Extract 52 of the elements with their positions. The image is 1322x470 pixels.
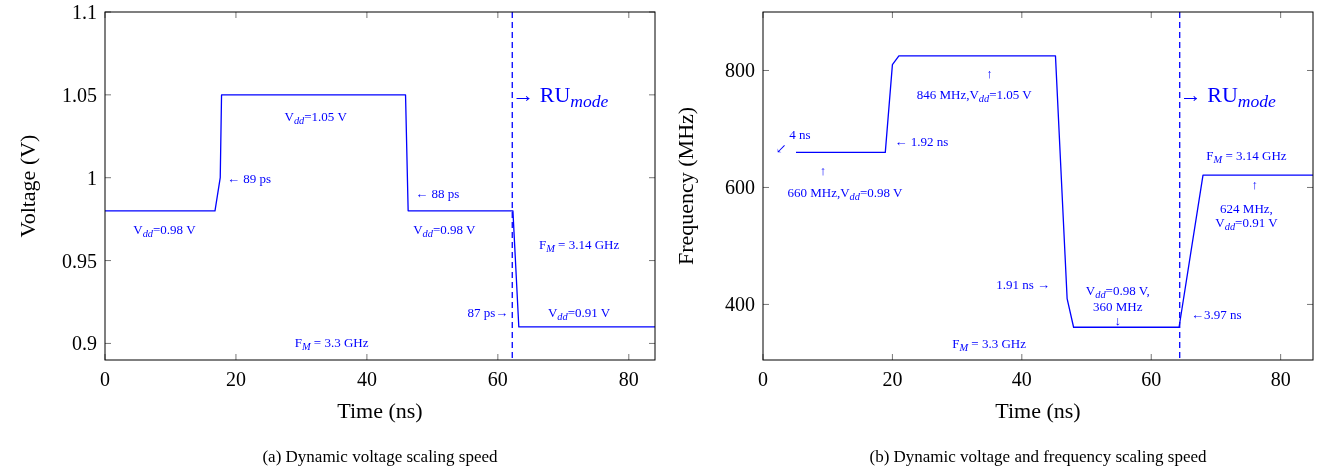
annotation: V$_{dd}$=0.98 V: [413, 222, 477, 240]
annotation: ↙: [775, 141, 787, 157]
x-tick-label: 80: [1270, 368, 1291, 390]
annotation: F$_{M}$ = 3.14 GHz: [538, 237, 620, 255]
annotation: ← 88 ps: [415, 185, 460, 201]
x-tick-label: 20: [225, 368, 246, 390]
text: (b) Dynamic voltage and frequency scaling speed: [869, 447, 1208, 466]
x-tick-label: 60: [1141, 368, 1162, 390]
annotation: 624 MHz,: [1220, 200, 1273, 216]
y-tick-label: 1.1: [72, 1, 97, 23]
annotation: V$_{dd}$=1.05 V: [284, 109, 348, 127]
x-axis-title: Time (ns): [995, 398, 1081, 423]
y-tick-label: 1.05: [62, 83, 97, 106]
annotation: V$_{dd}$=0.91 V: [547, 304, 611, 322]
y-tick-label: 800: [725, 59, 755, 82]
x-tick-label: 80: [618, 368, 639, 390]
annotation: ↑: [819, 163, 827, 179]
y-tick-label: 1: [87, 166, 97, 189]
x-tick-label: 20: [882, 368, 903, 390]
annotation: ← 89 ps: [227, 170, 272, 186]
y-axis-title: Voltage (V): [15, 134, 40, 238]
text: (a) Dynamic voltage scaling speed: [262, 447, 499, 466]
annotation: ←3.97 ns: [1190, 307, 1242, 323]
annotation: F$_{M}$ = 3.14 GHz: [1206, 148, 1287, 166]
x-tick-label: 40: [356, 368, 377, 390]
x-axis-title: Time (ns): [337, 398, 423, 423]
y-tick-label: 600: [725, 176, 755, 199]
annotation: ↓: [1114, 313, 1121, 329]
ref-line-label: → RU$_{mode}$: [1179, 82, 1277, 112]
annotation: 660 MHz,V$_{dd}$=0.98 V: [787, 185, 904, 203]
annotation: ← 1.92 ns: [894, 134, 949, 150]
y-tick-label: 400: [725, 293, 755, 316]
x-tick-label: 0: [100, 368, 110, 390]
x-tick-label: 0: [758, 368, 768, 390]
annotation: V$_{dd}$=0.98 V,: [1085, 283, 1150, 301]
y-tick-label: 0.95: [62, 249, 97, 272]
y-tick-label: 0.9: [72, 332, 97, 355]
annotation: V$_{dd}$=0.91 V: [1215, 214, 1279, 232]
x-tick-label: 40: [1011, 368, 1032, 390]
annotation: ↑: [986, 66, 993, 82]
annotation: 4 ns: [789, 127, 811, 143]
annotation: ↑: [1251, 176, 1258, 192]
ref-line-label: → RU$_{mode}$: [512, 82, 609, 112]
y-axis-title: Frequency (MHz): [673, 106, 698, 266]
annotation: 846 MHz,V$_{dd}$=1.05 V: [916, 87, 1033, 105]
annotation: 87 ps→: [467, 304, 509, 320]
x-tick-label: 60: [487, 368, 508, 390]
annotation: V$_{dd}$=0.98 V: [133, 222, 197, 240]
annotation: F$_{M}$ = 3.3 GHz: [294, 334, 369, 352]
annotation: 1.91 ns →: [996, 277, 1051, 293]
annotation: 360 MHz: [1093, 299, 1143, 315]
annotation: F$_{M}$ = 3.3 GHz: [952, 335, 1027, 353]
